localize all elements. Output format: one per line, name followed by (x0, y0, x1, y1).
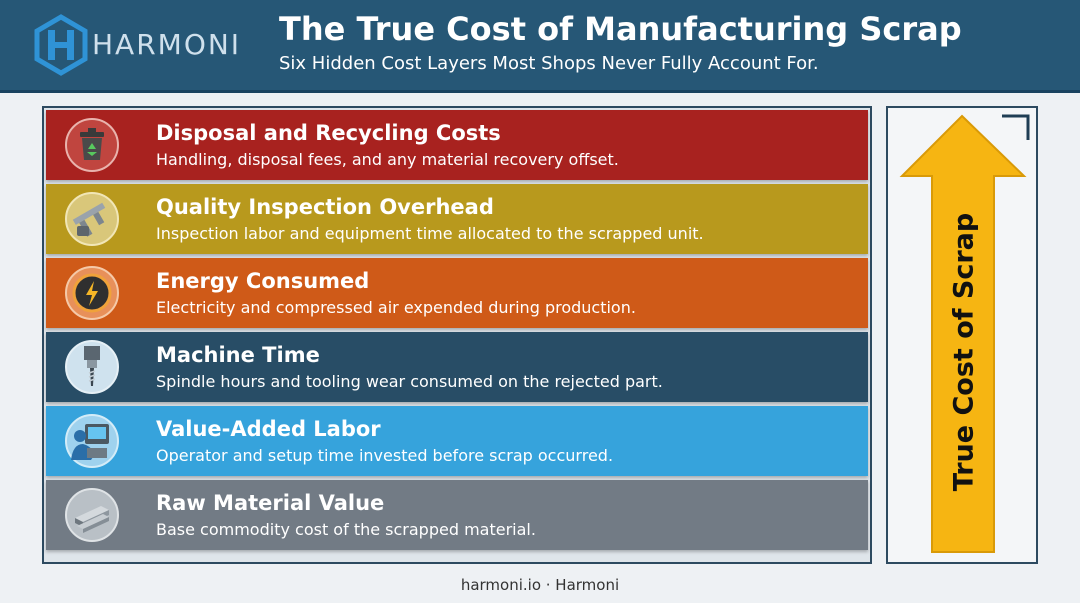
cost-layers-panel: Disposal and Recycling Costs Handling, d… (42, 106, 872, 564)
caliper-icon (65, 192, 119, 246)
cost-layer-machine-time: Machine Time Spindle hours and tooling w… (46, 332, 868, 402)
page-subtitle: Six Hidden Cost Layers Most Shops Never … (279, 53, 819, 74)
cost-arrow-panel: True Cost of Scrap (886, 106, 1038, 564)
layer-description: Electricity and compressed air expended … (156, 298, 636, 317)
cost-layer-inspection: Quality Inspection Overhead Inspection l… (46, 184, 868, 254)
layer-description: Base commodity cost of the scrapped mate… (156, 520, 536, 539)
layer-title: Quality Inspection Overhead (156, 195, 494, 219)
cost-layer-disposal: Disposal and Recycling Costs Handling, d… (46, 110, 868, 180)
energy-gauge-icon (65, 266, 119, 320)
layer-title: Raw Material Value (156, 491, 385, 515)
arrow-label: True Cost of Scrap (948, 212, 980, 492)
recycling-bin-icon (65, 118, 119, 172)
layer-description: Operator and setup time invested before … (156, 446, 614, 465)
spindle-icon (65, 340, 119, 394)
operator-icon (65, 414, 119, 468)
upward-arrow-icon (899, 114, 1030, 553)
layer-title: Value-Added Labor (156, 417, 381, 441)
layer-title: Energy Consumed (156, 269, 370, 293)
logo-text: HARMONI (92, 28, 242, 61)
cost-layer-labor: Value-Added Labor Operator and setup tim… (46, 406, 868, 476)
harmoni-logo-icon (34, 14, 88, 76)
layer-description: Spindle hours and tooling wear consumed … (156, 372, 663, 391)
footer: harmoni.io · Harmoni (460, 576, 620, 594)
page-title: The True Cost of Manufacturing Scrap (279, 10, 962, 48)
cost-layer-raw-material: Raw Material Value Base commodity cost o… (46, 480, 868, 550)
header: HARMONI The True Cost of Manufacturing S… (0, 0, 1080, 93)
layer-title: Disposal and Recycling Costs (156, 121, 501, 145)
steel-bars-icon (65, 488, 119, 542)
layer-description: Inspection labor and equipment time allo… (156, 224, 704, 243)
layer-title: Machine Time (156, 343, 320, 367)
cost-layer-energy: Energy Consumed Electricity and compress… (46, 258, 868, 328)
layer-description: Handling, disposal fees, and any materia… (156, 150, 619, 169)
